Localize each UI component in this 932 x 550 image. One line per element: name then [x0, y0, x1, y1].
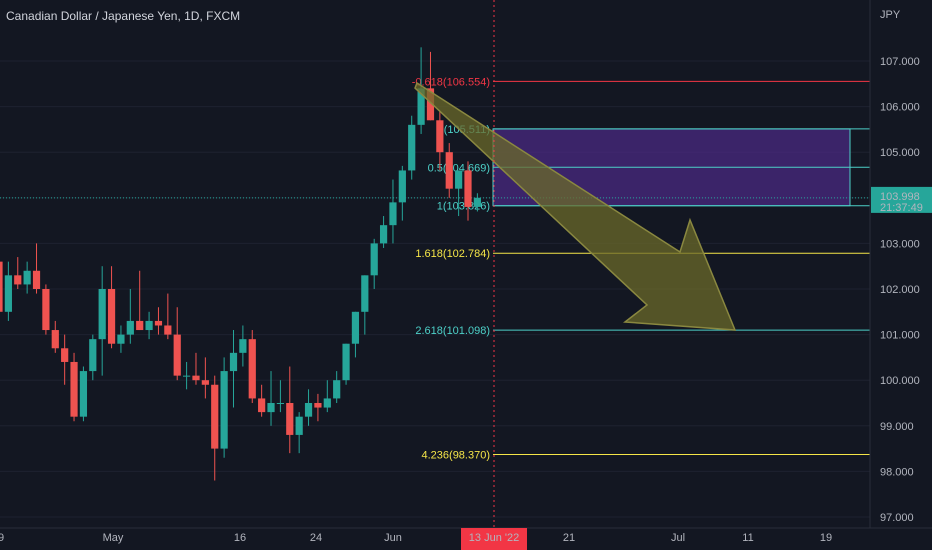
candle-body [436, 120, 444, 153]
candle-body [276, 403, 284, 404]
chart-title: Canadian Dollar / Japanese Yen, 1D, FXCM [6, 9, 241, 23]
candle-body [229, 352, 238, 372]
candle-body [154, 320, 163, 326]
candle-body [417, 88, 425, 125]
candle-body [342, 343, 350, 381]
candle-body [192, 375, 200, 381]
candle-body [398, 170, 406, 203]
price-tick-label: 99.000 [880, 421, 914, 433]
fib-label: -0.618(106.554) [412, 76, 490, 88]
candle-body [248, 339, 256, 399]
countdown-label: 21:37:49 [880, 202, 923, 214]
candle-body [164, 325, 172, 335]
fib-label: 0.5(104.669) [428, 162, 490, 174]
candle-body [220, 371, 228, 449]
candle-body [473, 197, 481, 207]
candle-body [42, 289, 50, 331]
price-tick-label: 105.000 [880, 147, 920, 159]
projection-arrow [414, 81, 737, 331]
candle-body [61, 348, 69, 362]
time-tick-label: 24 [310, 532, 322, 544]
price-tick-label: 100.000 [880, 375, 920, 387]
candle-body [126, 320, 134, 335]
candle-body [455, 170, 463, 189]
candle-body [295, 416, 303, 435]
candle-body [333, 380, 341, 399]
time-cursor-label: 13 Jun '22 [469, 532, 519, 544]
candle-body [79, 371, 88, 417]
fib-label: 1.618(102.784) [415, 248, 490, 260]
candle-body [136, 320, 144, 331]
price-tick-label: 106.000 [880, 102, 920, 114]
candle-body [258, 398, 266, 413]
candle-body [107, 289, 116, 344]
time-tick-label: 16 [234, 532, 246, 544]
price-tick-label: 98.000 [880, 466, 914, 478]
current-price-label: 103.998 [880, 191, 920, 203]
time-tick-label: 11 [742, 532, 753, 544]
candle-body [211, 384, 219, 449]
candle-body [14, 275, 22, 285]
candle-body [51, 330, 59, 349]
time-tick-label: Jul [671, 532, 685, 544]
candle-body [351, 311, 360, 344]
fib-label: 4.236(98.370) [422, 450, 491, 462]
candle-body [70, 361, 78, 417]
price-tick-label: 103.000 [880, 238, 920, 250]
candle-body [426, 88, 435, 121]
time-tick-label: May [103, 532, 124, 544]
candle-body [464, 170, 472, 207]
candle-body [98, 289, 106, 340]
candle-body [23, 270, 31, 285]
time-tick-label: 9 [0, 532, 4, 544]
time-cursor-tag [461, 528, 527, 550]
candle-body [370, 243, 378, 276]
price-axis[interactable]: JPY107.000106.000105.000104.000103.00010… [869, 0, 932, 528]
price-tick-label: 101.000 [880, 330, 920, 342]
candle-body [323, 398, 331, 408]
candle-body [267, 403, 275, 413]
candle-body [445, 152, 453, 189]
price-axis-unit: JPY [880, 9, 901, 21]
price-tick-label: 97.000 [880, 512, 914, 524]
price-tick-label: 107.000 [880, 56, 920, 68]
time-axis[interactable]: 9 May 16 24 Jun 13 Jun '22 21 Jul 11 19 [0, 527, 932, 550]
fib-label: 1(103.826) [437, 201, 490, 213]
candle-body [32, 270, 41, 289]
candle-body [314, 403, 322, 408]
candle-body [117, 334, 125, 344]
candle-body [173, 334, 181, 376]
candle-body [89, 339, 97, 372]
candle-body [0, 261, 3, 312]
candle-body [145, 320, 153, 331]
current-price-tag [871, 186, 932, 213]
candle-body [201, 380, 209, 385]
candle-body [379, 225, 388, 244]
price-tick-label: 102.000 [880, 284, 920, 296]
fib-label: 2.618(101.098) [415, 325, 490, 337]
candle-body [304, 403, 313, 417]
time-tick-label: 21 [563, 532, 575, 544]
candle-body [389, 202, 397, 226]
candle-body [286, 403, 294, 435]
candle-body [4, 275, 12, 312]
candle-body [239, 339, 247, 353]
projection-arrow-shape [414, 81, 737, 331]
candle-body [361, 275, 369, 312]
time-tick-label: Jun [384, 532, 402, 544]
candles [0, 47, 481, 481]
candle-body [408, 124, 416, 171]
time-tick-label: 19 [820, 532, 832, 544]
candle-body [183, 375, 191, 377]
